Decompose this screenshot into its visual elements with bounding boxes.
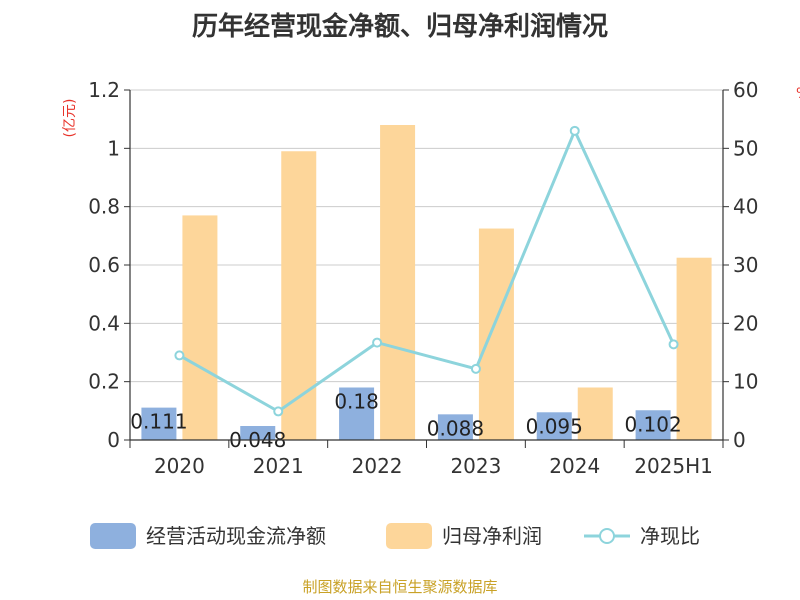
left-tick-label: 0.6 [88,253,120,277]
bar-net-profit [281,151,317,440]
bar-operating-cash-flow [141,407,177,440]
line-net-cash-ratio [178,127,675,414]
bar-operating-cash-flow [635,410,671,440]
bar-operating-cash-flow [536,412,572,440]
x-tick-label: 2024 [549,454,600,478]
bar-operating-cash-flow [240,426,276,440]
line-series [174,125,679,417]
legend-label-net-profit: 归母净利润 [442,524,542,548]
right-axis-unit: % [796,86,800,102]
line-point [174,350,185,361]
bar-net-profit [182,215,218,440]
right-tick-label: 50 [733,136,758,160]
left-axis-unit: (亿元) [62,99,78,138]
left-tick-label: 1.2 [88,78,120,102]
legend-label-operating-cash-flow: 经营活动现金流净额 [146,524,326,548]
line-point [372,337,383,348]
right-tick-label: 10 [733,370,758,394]
left-tick-label: 0 [107,428,120,452]
x-tick-label: 2022 [352,454,403,478]
bar-series [141,125,712,440]
bar-data-label: 0.088 [427,416,484,440]
x-tick-label: 2021 [253,454,304,478]
legend-marker-net-cash-ratio [599,528,615,544]
x-tick-label: 2023 [450,454,501,478]
legend-label-net-cash-ratio: 净现比 [640,524,700,548]
line-point [470,363,481,374]
right-tick-label: 20 [733,311,758,335]
legend: 经营活动现金流净额 归母净利润 净现比 [90,523,700,549]
bar-operating-cash-flow [339,387,375,440]
axes: 0 0.2 0.4 0.6 0.8 1 1.2 0 10 20 30 40 50 60 2020 2021 20… [88,78,758,478]
bar-net-profit [577,387,613,440]
bar-data-label: 0.102 [624,412,681,436]
bar-data-label: 0.095 [526,414,583,438]
left-tick-label: 0.8 [88,195,120,219]
right-tick-label: 40 [733,195,758,219]
gridlines [130,89,723,383]
bar-operating-cash-flow [437,414,473,440]
bar-data-label: 0.111 [130,410,187,434]
x-tick-label: 2020 [154,454,205,478]
left-tick-label: 1 [107,136,120,160]
line-point [668,339,679,350]
right-tick-label: 0 [733,428,746,452]
chart-title: 历年经营现金净额、归母净利润情况 [192,11,608,42]
left-tick-label: 0.2 [88,370,120,394]
bar-net-profit [478,228,514,440]
right-tick-label: 60 [733,78,758,102]
x-tick-label: 2025H1 [634,454,713,478]
bar-net-profit [676,257,712,440]
left-tick-label: 0.4 [88,311,120,335]
legend-swatch-operating-cash-flow [90,523,136,549]
right-tick-label: 30 [733,253,758,277]
line-point [569,125,580,136]
line-point [273,406,284,417]
bar-data-label: 0.18 [334,390,379,414]
legend-swatch-net-profit [386,523,432,549]
bar-net-profit [380,125,416,440]
source-note: 制图数据来自恒生聚源数据库 [302,578,497,596]
